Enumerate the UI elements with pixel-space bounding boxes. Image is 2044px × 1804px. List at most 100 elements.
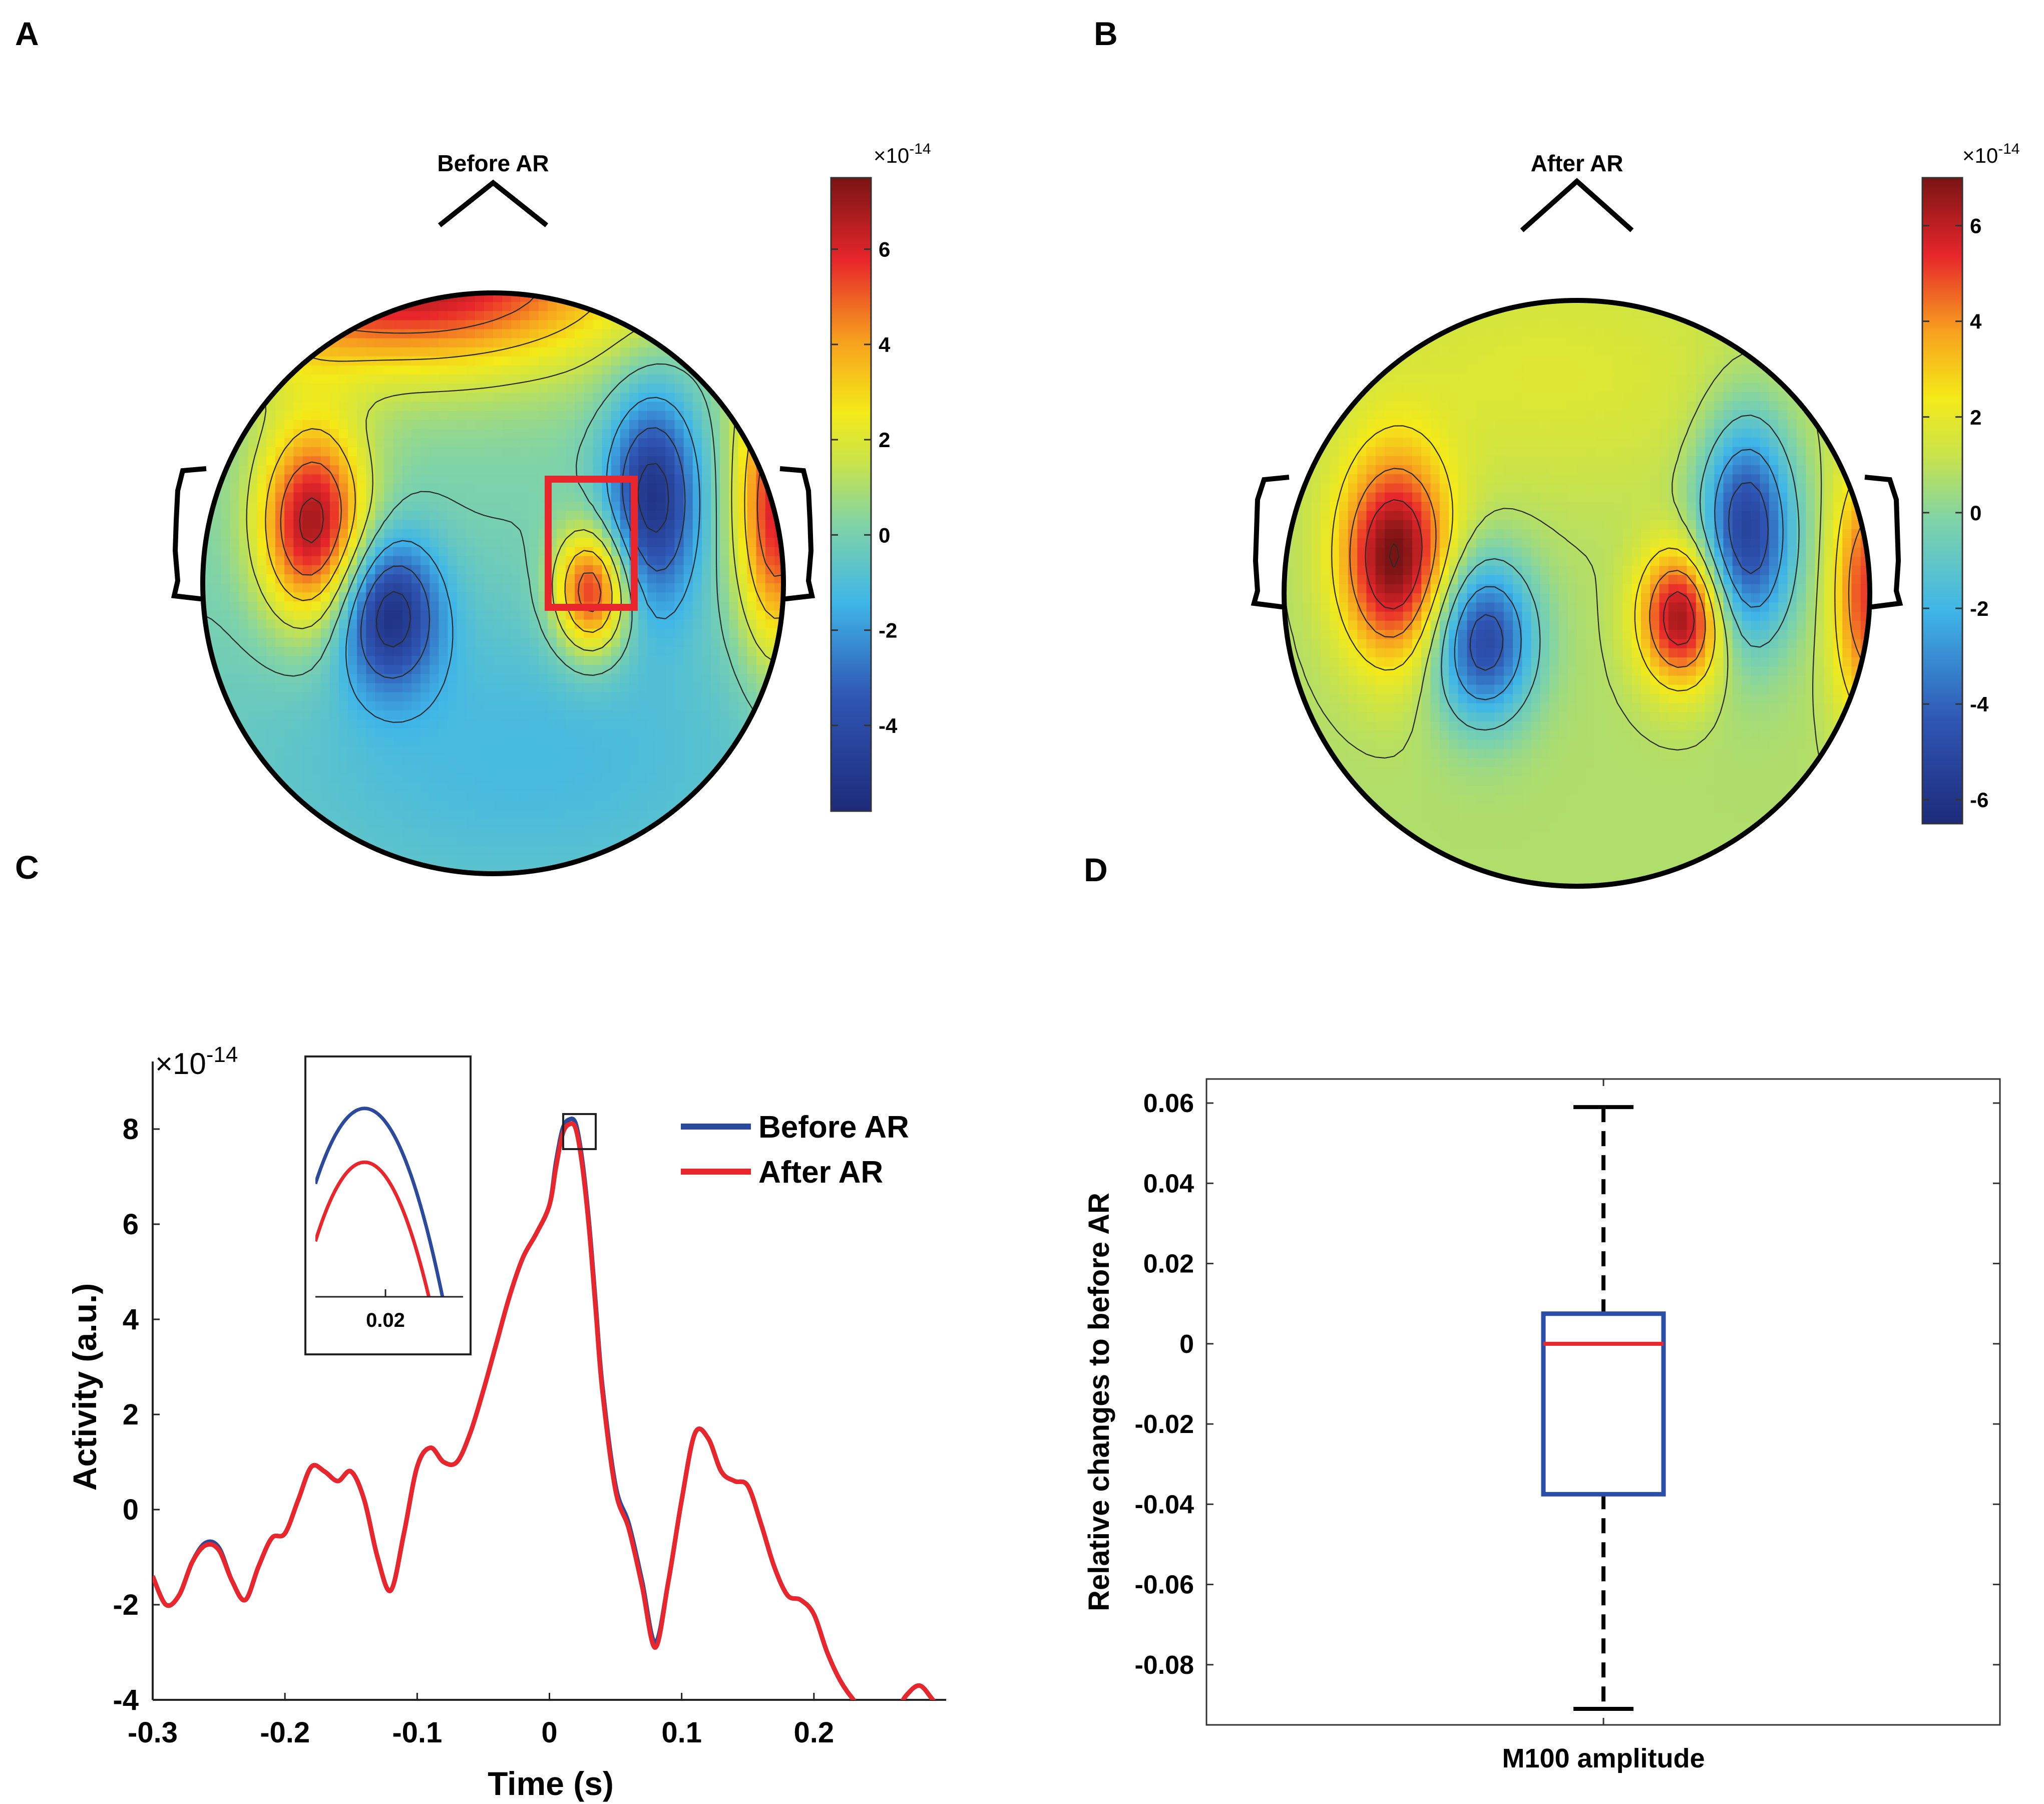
- topo-pixel: [212, 565, 221, 575]
- topo-pixel: [638, 601, 648, 611]
- topo-pixel: [602, 347, 612, 357]
- topo-pixel: [720, 601, 729, 611]
- topo-pixel: [647, 384, 657, 394]
- topo-pixel: [502, 338, 512, 348]
- topo-pixel: [738, 628, 748, 638]
- topo-pixel: [756, 565, 766, 575]
- topo-pixel: [1787, 346, 1797, 356]
- topo-pixel: [1696, 355, 1706, 365]
- topo-pixel: [547, 846, 557, 856]
- topo-pixel: [357, 438, 366, 448]
- topo-pixel: [1613, 337, 1623, 347]
- topo-pixel: [638, 637, 648, 647]
- topo-pixel: [1293, 419, 1303, 429]
- topo-pixel: [502, 637, 512, 647]
- topo-pixel: [221, 329, 231, 339]
- topo-pixel: [629, 729, 639, 738]
- topo-pixel: [611, 302, 621, 311]
- topo-pixel: [466, 565, 476, 575]
- topo-pixel: [566, 701, 575, 711]
- topo-pixel: [1330, 309, 1340, 319]
- topo-pixel: [602, 756, 612, 766]
- topo-pixel: [692, 583, 702, 593]
- topo-pixel: [638, 511, 648, 520]
- topo-pixel: [248, 610, 258, 620]
- topo-pixel: [212, 637, 221, 647]
- topo-pixel: [674, 837, 684, 847]
- topo-pixel: [239, 701, 249, 711]
- topo-pixel: [1751, 327, 1761, 337]
- topo-pixel: [602, 438, 612, 448]
- topo-pixel: [1540, 318, 1550, 328]
- topo-pixel: [756, 356, 766, 366]
- topo-pixel: [221, 855, 231, 865]
- topo-pixel: [348, 293, 357, 302]
- topo-pixel: [338, 628, 348, 638]
- topo-pixel: [511, 646, 521, 656]
- topo-pixel: [275, 411, 285, 421]
- topo-pixel: [375, 756, 385, 766]
- topo-pixel: [1494, 365, 1504, 375]
- topo-pixel: [756, 347, 766, 357]
- topo-pixel: [1567, 309, 1577, 319]
- topo-pixel: [402, 438, 412, 448]
- topo-pixel: [275, 601, 285, 611]
- topo-pixel: [320, 501, 330, 511]
- topo-pixel: [1439, 401, 1449, 411]
- topo-pixel: [284, 420, 294, 430]
- topo-pixel: [430, 311, 439, 321]
- topo-pixel: [656, 529, 666, 539]
- topo-pixel: [311, 846, 321, 856]
- topo-pixel: [602, 384, 612, 394]
- topo-pixel: [593, 529, 603, 539]
- topo-pixel: [1394, 401, 1404, 411]
- topo-pixel: [1430, 374, 1440, 384]
- topo-pixel: [575, 765, 584, 775]
- topo-pixel: [203, 665, 212, 674]
- topo-pixel: [774, 810, 783, 820]
- topo-pixel: [711, 783, 720, 793]
- topo-pixel: [1824, 346, 1834, 356]
- topo-pixel: [692, 738, 702, 747]
- topo-pixel: [421, 729, 430, 738]
- topo-pixel: [212, 529, 221, 539]
- topo-pixel: [1321, 401, 1331, 411]
- topo-pixel: [457, 619, 467, 629]
- topo-pixel: [538, 710, 548, 720]
- topo-pixel: [575, 738, 584, 747]
- topo-pixel: [375, 483, 385, 493]
- topo-pixel: [547, 338, 557, 348]
- topo-pixel: [520, 783, 530, 793]
- topo-pixel: [203, 320, 212, 330]
- topo-pixel: [1824, 410, 1834, 420]
- topo-pixel: [765, 747, 775, 757]
- topo-pixel: [502, 438, 512, 448]
- topo-pixel: [393, 837, 403, 847]
- topo-pixel: [1311, 383, 1321, 393]
- topo-pixel: [1641, 355, 1651, 365]
- topo-pixel: [683, 474, 693, 484]
- topo-pixel: [729, 402, 739, 412]
- topo-pixel: [756, 819, 766, 829]
- topo-pixel: [701, 619, 711, 629]
- topo-pixel: [402, 456, 412, 466]
- topo-pixel: [547, 356, 557, 366]
- topo-pixel: [439, 447, 449, 457]
- topo-pixel: [747, 520, 757, 529]
- topo-pixel: [1522, 327, 1532, 337]
- topo-pixel: [402, 411, 412, 421]
- topo-pixel: [320, 329, 330, 339]
- topo-pixel: [593, 801, 603, 811]
- topo-pixel: [756, 710, 766, 720]
- topo-pixel: [1742, 300, 1752, 310]
- topo-pixel: [529, 311, 539, 321]
- topo-pixel: [611, 501, 621, 511]
- topo-pixel: [311, 438, 321, 448]
- topo-pixel: [674, 774, 684, 784]
- topo-pixel: [502, 783, 512, 793]
- topo-pixel: [774, 855, 783, 865]
- topo-pixel: [203, 302, 212, 311]
- topo-pixel: [457, 747, 467, 757]
- topo-pixel: [320, 483, 330, 493]
- roi-box: [545, 476, 638, 611]
